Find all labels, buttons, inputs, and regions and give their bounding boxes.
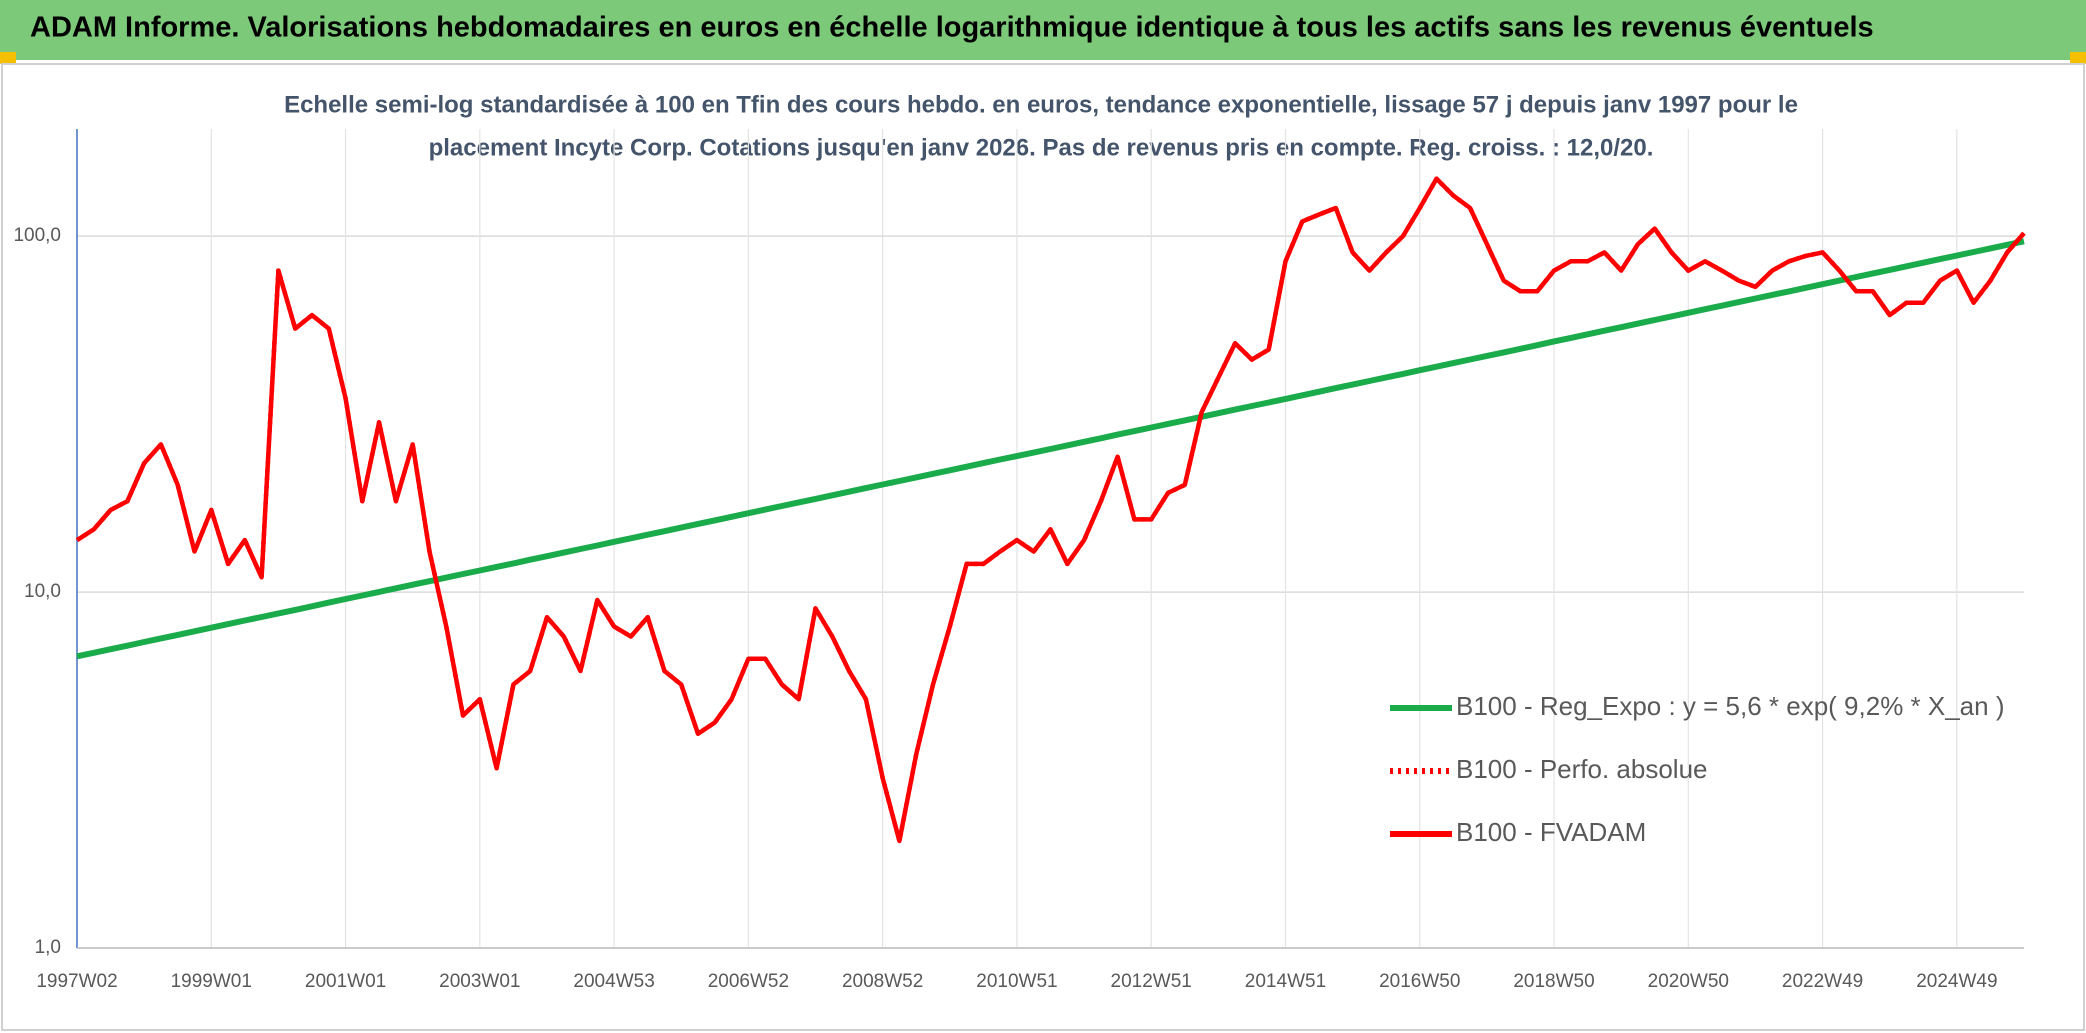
series-line: [75, 176, 2026, 844]
x-tick-label: 2024W49: [1916, 971, 1997, 992]
x-tick-label: 1997W02: [36, 971, 117, 992]
series-line: [76, 238, 2025, 660]
subtitle: placement Incyte Corp. Cotations jusqu'e…: [429, 134, 1654, 161]
legend-label: B100 - Perfo. absolue: [1456, 754, 1708, 784]
chart-frame: [1, 63, 2085, 1031]
x-tick-label: 2016W50: [1379, 971, 1460, 992]
x-tick-label: 2010W51: [976, 971, 1057, 992]
x-tick-label: 2003W01: [439, 971, 520, 992]
x-tick-label: 2012W51: [1111, 971, 1192, 992]
subtitle: Echelle semi-log standardisée à 100 en T…: [284, 91, 1798, 118]
legend: B100 - Reg_Expo : y = 5,6 * exp( 9,2% * …: [1390, 691, 2005, 847]
x-tick-label: 2014W51: [1245, 971, 1326, 992]
grid: 1,0 10,0 100,0 1997W02 1999W01 2001W01 2003W01…: [13, 129, 2024, 992]
x-tick-label: 1999W01: [171, 971, 252, 992]
x-tick-label: 2004W53: [573, 971, 654, 992]
x-tick-label: 2022W49: [1782, 971, 1863, 992]
y-tick-label: 10,0: [24, 581, 61, 602]
corner: [2070, 52, 2086, 64]
x-tick-label: 2001W01: [305, 971, 386, 992]
corner: [0, 52, 16, 64]
y-tick-label: 100,0: [13, 225, 61, 246]
y-tick-label: 1,0: [35, 937, 61, 958]
x-tick-label: 2020W50: [1648, 971, 1729, 992]
x-tick-label: 2006W52: [708, 971, 789, 992]
x-tick-label: 2008W52: [842, 971, 923, 992]
legend-label: B100 - FVADAM: [1456, 817, 1646, 847]
header-bar: [0, 0, 2086, 60]
x-tick-label: 2018W50: [1513, 971, 1594, 992]
legend-label: B100 - Reg_Expo : y = 5,6 * exp( 9,2% * …: [1456, 691, 2005, 721]
plot: [75, 176, 2026, 844]
header-title: ADAM Informe. Valorisations hebdomadaire…: [30, 12, 1874, 44]
